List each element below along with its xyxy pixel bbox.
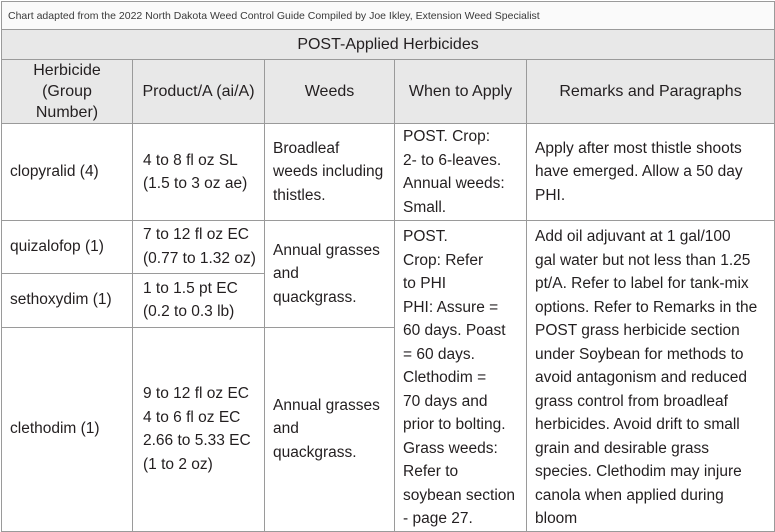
herbicide-header-line2: (Group Number) [35,83,99,121]
remarks-line: Apply after most thistle shoots [535,139,742,157]
when-line: POST. Crop: [403,128,490,145]
when-line: soybean section [403,486,516,504]
product-cell: 9 to 12 fl oz EC 4 to 6 fl oz EC 2.66 to… [132,326,265,532]
product-line: 1 to 1.5 pt EC [143,279,238,297]
when-line: Annual weeds: [403,175,505,192]
remarks-line: gal water but not less than 1.25 [535,251,751,269]
weeds-cell: Annual grasses and quackgrass. [264,220,395,328]
remarks-line: herbicides. Avoid drift to small [535,416,740,433]
product-line: 9 to 12 fl oz EC [143,385,249,402]
weeds-line: Broadleaf [273,139,340,157]
when-line: prior to bolting. [403,416,506,433]
remarks-line: PHI. [535,186,566,204]
remarks-line: pt/A. Refer to label for tank-mix [535,275,749,292]
remarks-column-header: Remarks and Paragraphs [525,59,775,124]
when-line: 70 days and [403,392,488,410]
remarks-cell: Apply after most thistle shoots have eme… [525,123,775,221]
when-line: Crop: Refer [403,251,484,269]
weeds-line: and quackgrass. [273,265,357,306]
when-line: Clethodim = [403,369,487,386]
remarks-line: POST grass herbicide section [535,322,740,339]
section-title: POST-Applied Herbicides [0,29,775,60]
remarks-line: options. Refer to Remarks in the [535,298,758,316]
when-line: Small. [403,198,447,216]
herbicide-cell: clopyralid (4) [1,123,133,221]
weeds-column-header: Weeds [264,59,395,124]
product-line: (1 to 2 oz) [143,455,213,473]
product-line: 4 to 8 fl oz SL [143,151,238,169]
product-line: (1.5 to 3 oz ae) [143,175,248,192]
remarks-line: grain and desirable grass [535,439,710,457]
remarks-cell: Add oil adjuvant at 1 gal/100 gal water … [525,220,775,532]
column-header-row: Herbicide (Group Number) Product/A (ai/A… [1,59,775,124]
product-line: 7 to 12 fl oz EC [143,226,249,244]
when-line: to PHI [403,275,447,292]
product-line: 2.66 to 5.33 EC [143,432,251,449]
weeds-line: weeds including [273,163,384,181]
remarks-line: Add oil adjuvant at 1 gal/100 [535,228,731,245]
product-line: 4 to 6 fl oz EC [143,408,241,426]
when-column-header: When to Apply [394,59,527,124]
product-column-header: Product/A (ai/A) [132,59,265,124]
weeds-line: thistles. [273,186,326,204]
when-line: Refer to [403,463,459,480]
weeds-line: Annual grasses [273,241,380,259]
weeds-cell: Broadleaf weeds including thistles. [264,123,395,221]
table-row-quizalofop: quizalofop (1) 7 to 12 fl oz EC (0.77 to… [1,220,775,532]
remarks-line: species. Clethodim may injure [535,463,742,480]
herbicide-cell: sethoxydim (1) [1,272,133,328]
remarks-line: canola when applied during [535,486,724,504]
remarks-line: have emerged. Allow a 50 day [535,163,743,181]
source-row: Chart adapted from the 2022 North Dakota… [0,1,775,30]
remarks-line: avoid antagonism and reduced [535,369,747,386]
weeds-line: and quackgrass. [273,420,357,461]
herbicide-column-header: Herbicide (Group Number) [1,59,133,124]
product-cell: 1 to 1.5 pt EC (0.2 to 0.3 lb) [132,272,265,328]
product-cell: 4 to 8 fl oz SL (1.5 to 3 oz ae) [132,123,265,221]
product-line: (0.77 to 1.32 oz) [143,249,256,267]
table-row-clopyralid: clopyralid (4) 4 to 8 fl oz SL (1.5 to 3… [1,123,775,221]
table-row-clethodim: clethodim (1) 9 to 12 fl oz EC 4 to 6 fl… [1,326,775,532]
when-line: PHI: Assure = [403,298,499,316]
herbicide-header-line1: Herbicide [33,62,101,79]
when-line: POST. [403,228,448,245]
section-row: POST-Applied Herbicides [0,29,775,60]
product-cell: 7 to 12 fl oz EC (0.77 to 1.32 oz) [132,220,265,274]
when-line: = 60 days. [403,345,475,363]
weeds-cell: Annual grasses and quackgrass. [264,326,395,532]
remarks-line: grass control from broadleaf [535,392,728,410]
herbicide-cell: clethodim (1) [1,326,133,532]
table-row-sethoxydim: sethoxydim (1) 1 to 1.5 pt EC (0.2 to 0.… [1,272,775,328]
product-line: (0.2 to 0.3 lb) [143,303,235,321]
when-cell: POST. Crop: 2- to 6-leaves. Annual weeds… [394,123,527,221]
when-line: 2- to 6-leaves. [403,151,502,169]
herbicide-cell: quizalofop (1) [1,220,133,274]
weeds-line: Annual grasses [273,396,380,414]
when-cell: POST. Crop: Refer to PHI PHI: Assure = 6… [394,220,527,532]
remarks-line: under Soybean for methods to [535,345,744,363]
when-line: Grass weeds: [403,439,498,457]
source-note: Chart adapted from the 2022 North Dakota… [0,1,775,30]
when-line: 60 days. Poast [403,322,506,339]
